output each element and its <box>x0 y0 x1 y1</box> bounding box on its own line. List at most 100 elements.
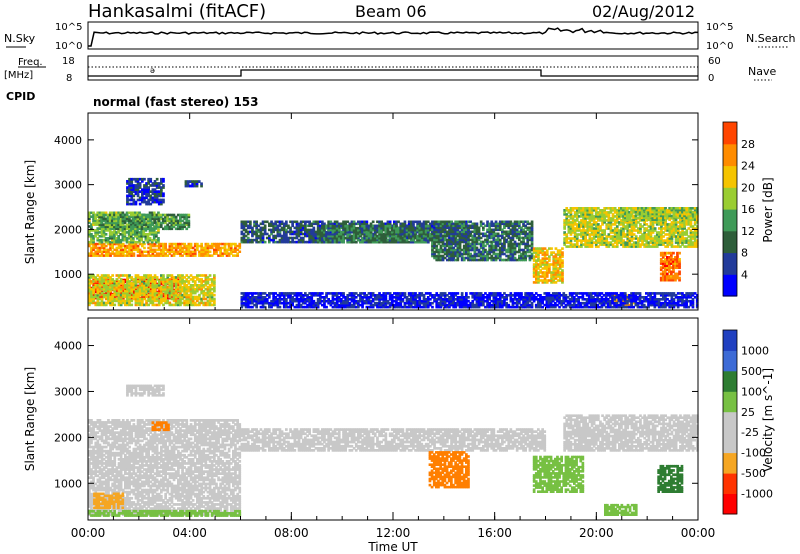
heatmap-cell <box>92 221 95 224</box>
heatmap-cell <box>409 240 413 244</box>
heatmap-cell <box>331 222 335 226</box>
heatmap-cell <box>278 224 282 228</box>
heatmap-cell <box>132 217 135 220</box>
heatmap-cell <box>164 221 167 225</box>
heatmap-cell <box>150 233 154 236</box>
heatmap-cell <box>183 282 186 285</box>
heatmap-cell <box>282 234 286 238</box>
heatmap-cell <box>124 299 127 303</box>
heatmap-cell <box>259 228 263 232</box>
heatmap-cell <box>443 246 447 250</box>
heatmap-cell <box>128 217 131 221</box>
heatmap-cell <box>100 227 104 230</box>
heatmap-cell <box>409 234 413 238</box>
heatmap-cell <box>316 220 320 224</box>
heatmap-cell <box>299 226 303 230</box>
heatmap-cell <box>170 219 174 223</box>
heatmap-cell <box>181 246 184 250</box>
heatmap-cell <box>388 220 392 224</box>
heatmap-cell <box>145 284 148 287</box>
heatmap-cell <box>437 222 441 226</box>
heatmap-cell <box>98 246 102 250</box>
heatmap-cell <box>148 237 152 240</box>
heatmap-cell <box>100 303 104 307</box>
heatmap-cell <box>100 221 103 225</box>
heatmap-cell <box>318 230 322 234</box>
heatmap-cell <box>361 224 364 228</box>
heatmap-cell <box>104 227 108 231</box>
heatmap-cell <box>202 301 206 305</box>
heatmap-cell <box>316 232 320 236</box>
heatmap-cell <box>157 213 161 217</box>
heatmap-cell <box>151 227 155 231</box>
heatmap-cell <box>96 285 100 289</box>
heatmap-cell <box>183 291 186 295</box>
heatmap-cell <box>221 246 225 250</box>
heatmap-cell <box>149 177 153 181</box>
heatmap-cell <box>153 184 157 187</box>
heatmap-cell <box>166 287 170 291</box>
heatmap-cell <box>213 276 216 279</box>
heatmap-cell <box>153 190 157 193</box>
heatmap-cell <box>443 230 447 234</box>
heatmap-cell <box>242 234 246 238</box>
heatmap-cell <box>109 297 112 301</box>
heatmap-cell <box>115 254 119 257</box>
heatmap-cell <box>94 285 98 289</box>
heatmap-cell <box>100 231 104 234</box>
heatmap-cell <box>376 240 379 244</box>
heatmap-cell <box>130 180 134 183</box>
heatmap-cell <box>321 232 324 236</box>
heatmap-cell <box>204 284 208 287</box>
heatmap-cell <box>297 234 301 238</box>
heatmap-cell <box>354 234 358 238</box>
heatmap-cell <box>204 248 208 252</box>
heatmap-cell <box>138 301 142 305</box>
heatmap-cell <box>361 232 364 236</box>
heatmap-cell <box>384 226 388 230</box>
heatmap-cell <box>327 240 330 244</box>
heatmap-cell <box>446 234 449 238</box>
heatmap-cell <box>268 240 271 244</box>
heatmap-cell <box>168 250 172 253</box>
heatmap-cell <box>138 284 142 287</box>
heatmap-cell <box>291 238 294 242</box>
heatmap-cell <box>143 246 146 250</box>
heatmap-cell <box>308 238 311 242</box>
heatmap-cell <box>270 228 273 232</box>
heatmap-cell <box>179 276 182 279</box>
heatmap-cell <box>215 242 218 246</box>
heatmap-cell <box>202 284 206 287</box>
heatmap-cell <box>128 285 131 289</box>
heatmap-cell <box>149 297 153 301</box>
heatmap-cell <box>132 278 136 281</box>
heatmap-cell <box>210 254 214 257</box>
heatmap-cell <box>96 287 100 291</box>
heatmap-cell <box>342 224 345 228</box>
heatmap-cell <box>160 291 163 295</box>
heatmap-cell <box>204 280 208 283</box>
heatmap-cell <box>113 289 117 293</box>
heatmap-cell <box>278 220 282 224</box>
heatmap-cell <box>285 228 288 232</box>
heatmap-cell <box>134 231 137 234</box>
heatmap-cell <box>143 186 146 189</box>
heatmap-cell <box>113 284 117 287</box>
heatmap-cell <box>418 240 422 244</box>
heatmap-cell <box>134 200 138 204</box>
heatmap-cell <box>304 224 307 228</box>
heatmap-cell <box>401 222 405 226</box>
heatmap-cell <box>285 224 288 228</box>
heatmap-cell <box>361 238 364 242</box>
heatmap-cell <box>325 236 328 240</box>
heatmap-cell <box>160 202 163 206</box>
heatmap-cell <box>88 242 91 246</box>
heatmap-cell <box>424 238 428 242</box>
heatmap-cell <box>126 291 129 295</box>
heatmap-cell <box>193 182 197 186</box>
heatmap-cell <box>124 284 127 287</box>
heatmap-cell <box>433 246 436 250</box>
heatmap-cell <box>104 301 108 305</box>
heatmap-cell <box>210 291 214 295</box>
nsky-tick-top: 10^5 <box>55 22 82 33</box>
